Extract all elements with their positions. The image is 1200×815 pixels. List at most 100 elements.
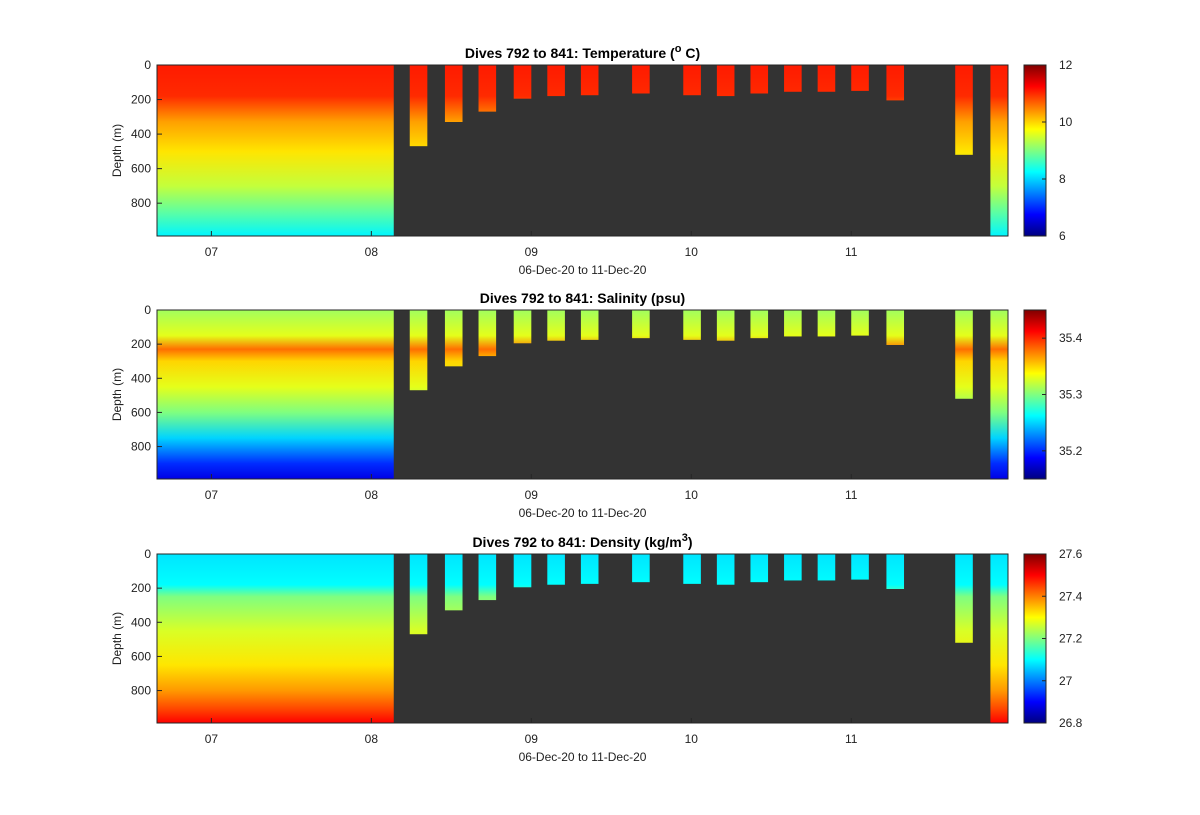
y-tick-label: 400 <box>131 615 151 629</box>
dive-profile-5 <box>580 554 599 584</box>
dive-profile-11 <box>817 310 836 337</box>
dive-profile-2 <box>478 65 497 112</box>
dive-profile-10 <box>784 310 802 337</box>
dive-profile-15 <box>990 554 1008 723</box>
dive-profile-4 <box>547 65 565 97</box>
dive-profile-14 <box>955 310 973 399</box>
y-axis-label: Depth (m) <box>110 124 124 177</box>
x-tick-label: 08 <box>365 732 379 746</box>
dive-profile-2 <box>478 310 497 357</box>
y-tick-label: 600 <box>131 162 151 176</box>
y-tick-label: 800 <box>131 684 151 698</box>
x-tick-label: 08 <box>365 488 379 502</box>
dive-profile-13 <box>886 310 905 345</box>
dive-profile-13 <box>886 554 905 589</box>
y-tick-label: 600 <box>131 649 151 663</box>
dive-profile-8 <box>716 65 735 97</box>
colorbar-tick-label: 35.4 <box>1059 331 1083 345</box>
dive-profile-5 <box>580 310 599 340</box>
dive-profile-6 <box>632 65 650 94</box>
y-tick-label: 800 <box>131 440 151 454</box>
panel-2: 0 200 400 600 800 07 08 09 10 11 Dives 792 to 841:… <box>110 532 1083 764</box>
panel-0: 0 200 400 600 800 07 08 09 10 11 Dives 792 to 841:… <box>110 43 1073 277</box>
dive-profile-3 <box>513 310 532 344</box>
colorbar-tick-label: 10 <box>1059 115 1073 129</box>
colorbar-tick-label: 26.8 <box>1059 716 1083 730</box>
y-axis-label: Depth (m) <box>110 612 124 665</box>
axes-frame <box>156 64 1009 237</box>
y-tick-label: 0 <box>144 547 151 561</box>
dive-profile-4 <box>547 310 565 341</box>
colorbar-tick-label: 27.4 <box>1059 589 1083 603</box>
dive-profile-15 <box>990 65 1008 236</box>
y-tick-label: 800 <box>131 196 151 210</box>
dive-profile-3 <box>513 554 532 588</box>
colorbar-tick-label: 8 <box>1059 172 1066 186</box>
panel-title: Dives 792 to 841: Temperature (o C) <box>465 43 700 61</box>
dive-profile-14 <box>955 554 973 643</box>
dive-profile-6 <box>632 310 650 339</box>
dive-profile-12 <box>851 310 869 336</box>
colorbar-tick-label: 35.3 <box>1059 388 1083 402</box>
x-tick-label: 11 <box>845 732 858 746</box>
x-tick-label: 10 <box>685 732 699 746</box>
y-tick-label: 0 <box>144 303 151 317</box>
x-tick-label: 10 <box>685 488 699 502</box>
dive-profile-5 <box>580 65 599 96</box>
panel-title: Dives 792 to 841: Density (kg/m3) <box>472 532 692 550</box>
y-tick-label: 400 <box>131 371 151 385</box>
dive-profile-8 <box>716 310 735 341</box>
dive-profile-11 <box>817 554 836 581</box>
continuous-profile-block <box>157 65 394 236</box>
y-tick-label: 0 <box>144 58 151 72</box>
colorbar-tick-label: 12 <box>1059 58 1073 72</box>
dive-profile-0 <box>409 554 428 635</box>
colorbar-tick-label: 27.2 <box>1059 632 1083 646</box>
x-tick-label: 10 <box>685 245 699 259</box>
continuous-profile-block <box>157 554 394 723</box>
dive-profile-10 <box>784 554 802 581</box>
dive-profile-13 <box>886 65 905 101</box>
y-tick-label: 600 <box>131 405 151 419</box>
dive-profile-9 <box>750 310 769 339</box>
dive-profile-12 <box>851 65 869 91</box>
dive-profile-14 <box>955 65 973 155</box>
x-tick-label: 09 <box>525 488 539 502</box>
dive-profile-7 <box>683 554 701 584</box>
dive-profile-9 <box>750 65 769 94</box>
x-tick-label: 09 <box>525 732 539 746</box>
panel-title: Dives 792 to 841: Salinity (psu) <box>480 290 685 306</box>
x-tick-label: 07 <box>205 732 219 746</box>
dive-profile-15 <box>990 310 1008 479</box>
dive-profile-11 <box>817 65 836 92</box>
colorbar-tick-label: 35.2 <box>1059 444 1083 458</box>
y-tick-label: 200 <box>131 337 151 351</box>
dive-profile-10 <box>784 65 802 92</box>
dive-profile-0 <box>409 65 428 147</box>
panel-1: 0 200 400 600 800 07 08 09 10 11 Dives 792 to 841:… <box>110 290 1083 520</box>
dive-profile-1 <box>444 65 463 122</box>
x-axis-label: 06-Dec-20 to 11-Dec-20 <box>519 263 647 277</box>
dive-profile-1 <box>444 554 463 611</box>
dive-profile-4 <box>547 554 565 585</box>
y-tick-label: 400 <box>131 127 151 141</box>
colorbar-tick-label: 6 <box>1059 229 1066 243</box>
x-tick-label: 11 <box>845 245 858 259</box>
dive-profile-2 <box>478 554 497 601</box>
dive-profile-3 <box>513 65 532 99</box>
dive-profile-9 <box>750 554 769 583</box>
dive-profile-6 <box>632 554 650 583</box>
x-tick-label: 08 <box>365 245 379 259</box>
x-axis-label: 06-Dec-20 to 11-Dec-20 <box>519 750 647 764</box>
continuous-profile-block <box>157 310 394 479</box>
x-tick-label: 07 <box>205 245 219 259</box>
y-tick-label: 200 <box>131 93 151 107</box>
x-tick-label: 11 <box>845 488 858 502</box>
x-axis-label: 06-Dec-20 to 11-Dec-20 <box>519 506 647 520</box>
colorbar-tick-label: 27.6 <box>1059 547 1083 561</box>
colorbar <box>1023 64 1047 237</box>
y-tick-label: 200 <box>131 581 151 595</box>
dive-profile-8 <box>716 554 735 585</box>
dive-profile-7 <box>683 310 701 340</box>
